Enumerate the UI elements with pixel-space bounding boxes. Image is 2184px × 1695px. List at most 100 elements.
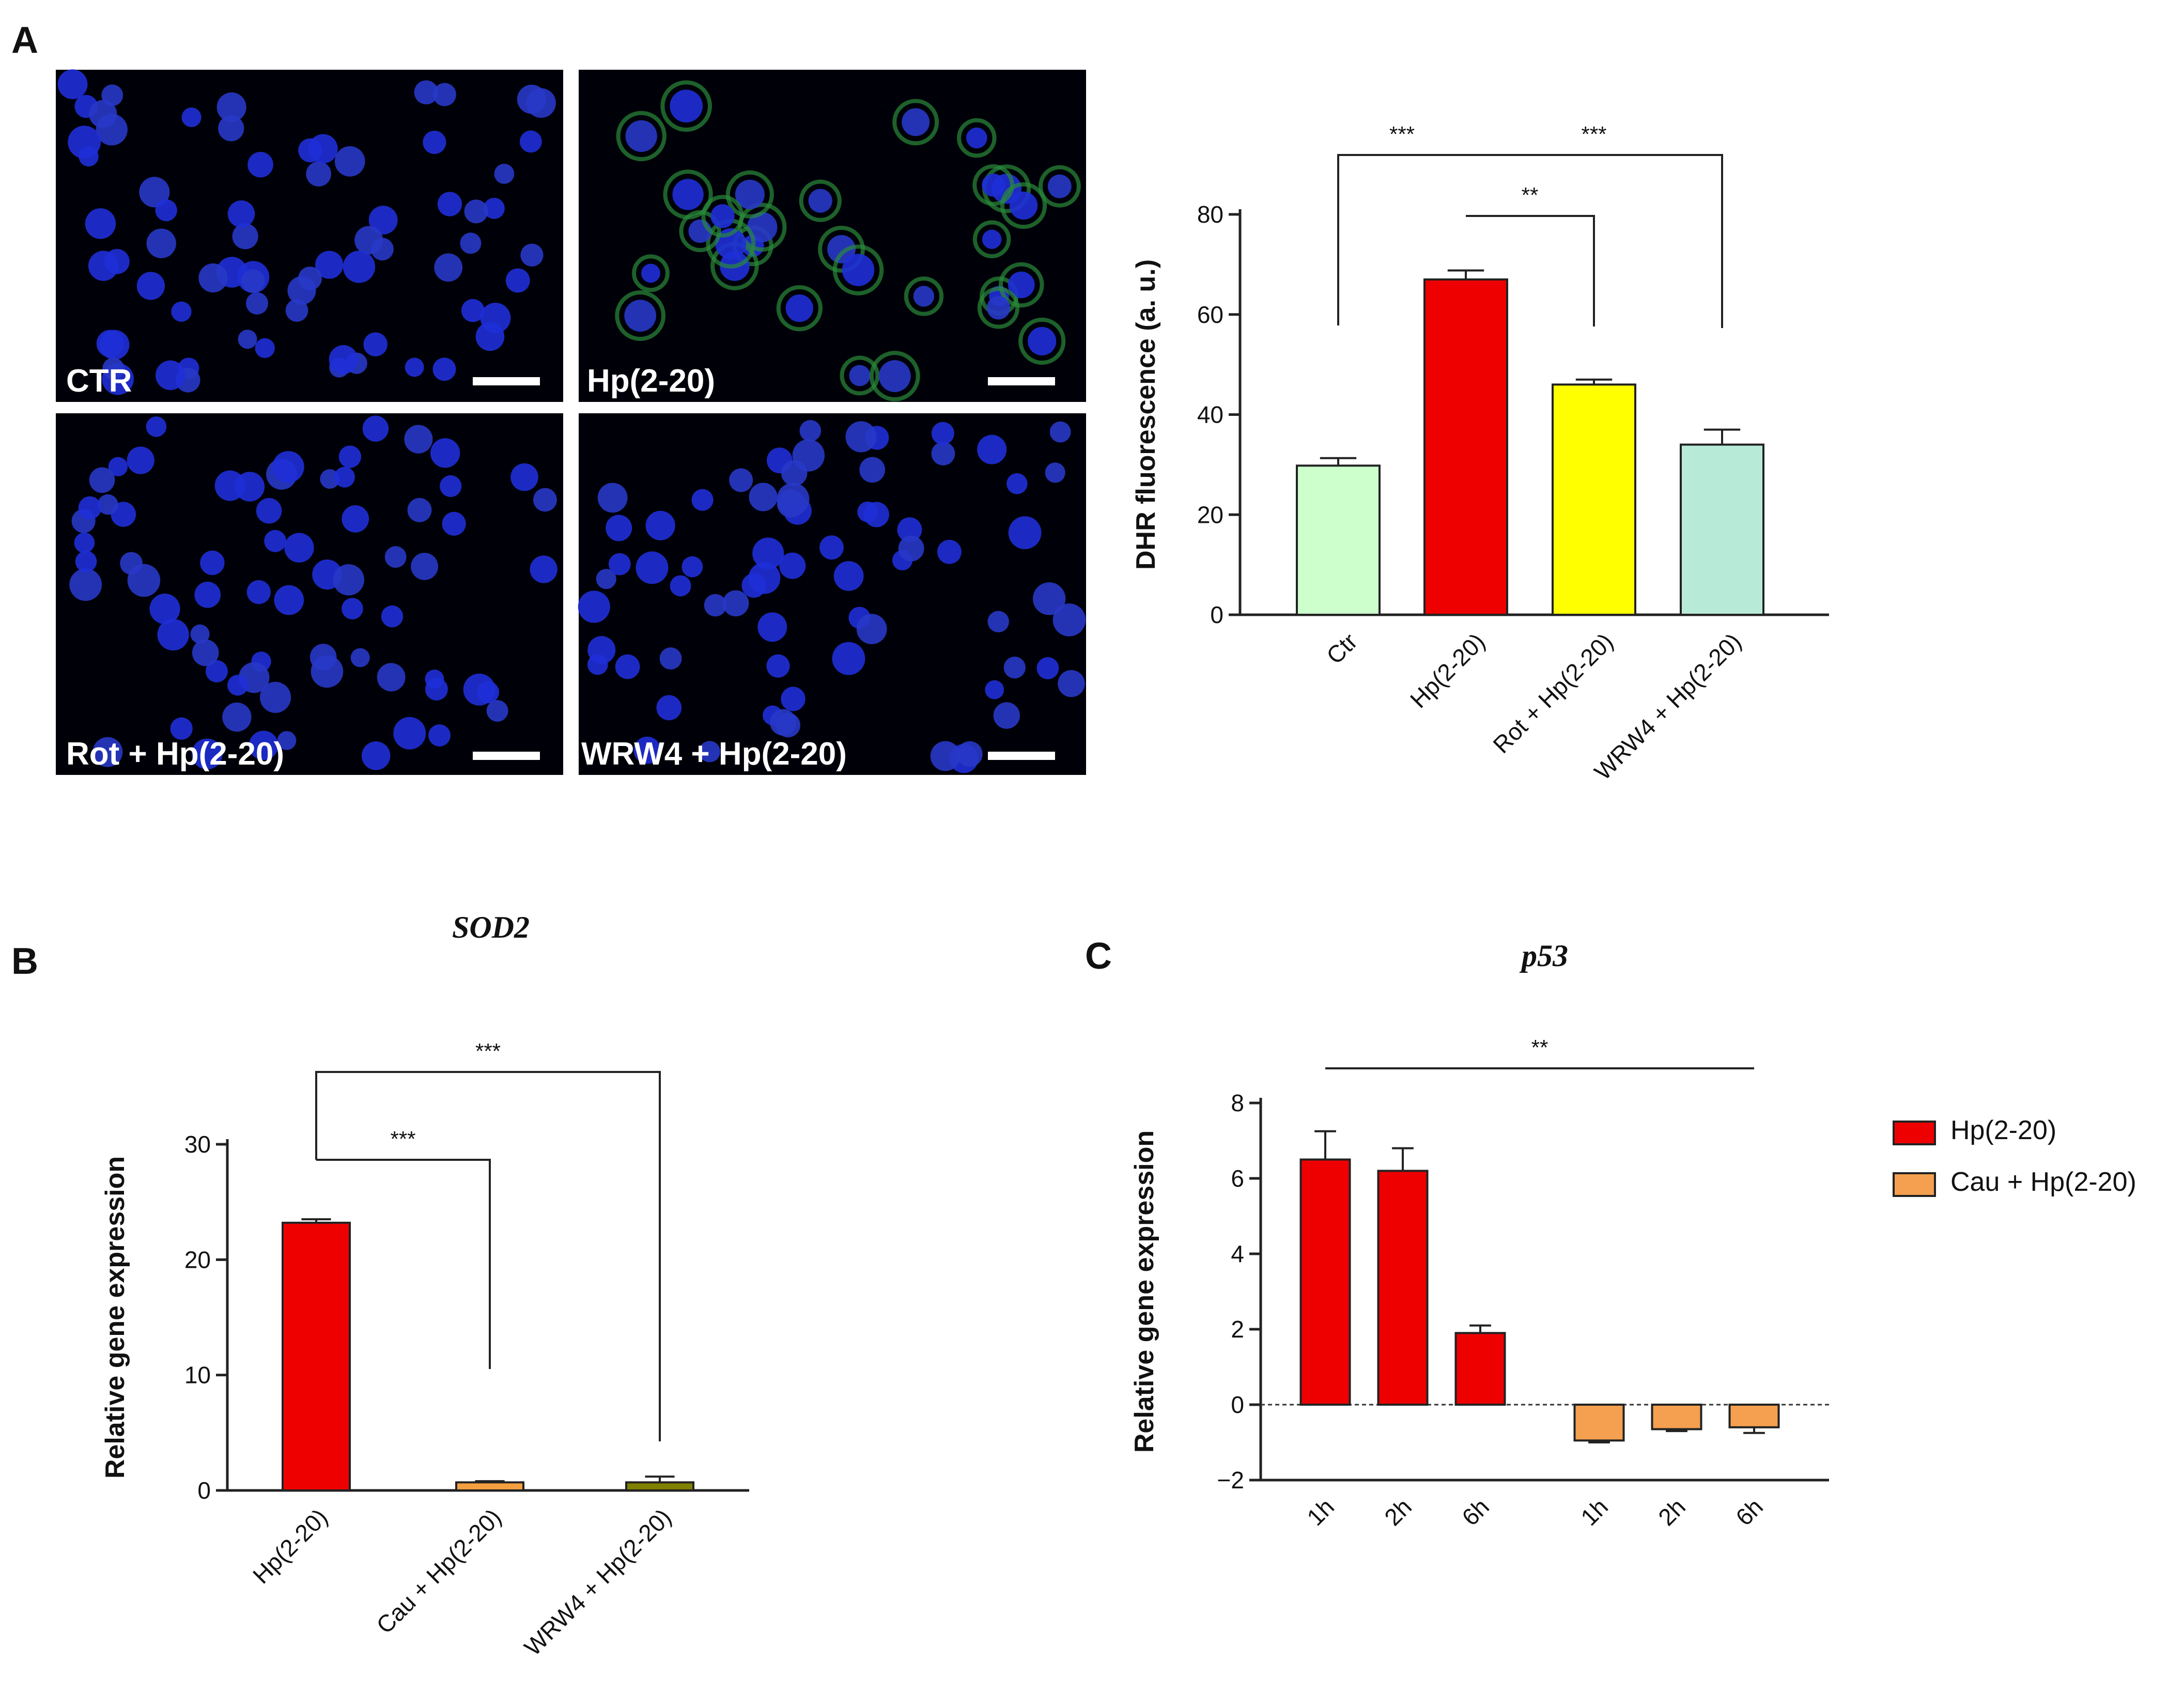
cell-nucleus	[98, 494, 118, 515]
y-tick-label: 0	[1210, 601, 1223, 628]
x-tick-label: 1h	[1575, 1493, 1613, 1531]
y-tick-label: 10	[184, 1362, 211, 1389]
cell-nucleus	[89, 467, 115, 493]
cell-nucleus	[722, 590, 749, 617]
x-tick-label: Hp(2-20)	[1405, 628, 1490, 713]
cell-membrane	[615, 290, 666, 341]
cell-nucleus	[1058, 670, 1085, 697]
cell-nucleus	[463, 673, 495, 706]
cell-nucleus	[966, 127, 987, 149]
cell-membrane	[840, 355, 880, 396]
cell-membrane	[679, 210, 721, 253]
micrograph-rot-hp: Rot + Hp(2-20)	[56, 413, 563, 775]
chart-sod2: 0 10 20 30 Relative gene expression SOD2 Hp(2-…	[100, 910, 749, 1661]
cell-nucleus	[139, 177, 170, 208]
panel-letter-b: B	[11, 941, 38, 982]
cell-nucleus	[625, 120, 657, 152]
x-tick-label: 1h	[1302, 1493, 1339, 1531]
cell-nucleus	[198, 263, 228, 293]
cell-nucleus	[624, 300, 657, 332]
cell-nucleus	[681, 556, 703, 578]
cell-nucleus	[191, 738, 223, 770]
cell-nucleus	[315, 251, 344, 279]
cell-nucleus	[246, 580, 271, 604]
significance-label: ***	[390, 1127, 415, 1151]
cell-nucleus	[377, 663, 406, 692]
cell-nucleus	[897, 517, 922, 542]
cell-nucleus	[475, 322, 505, 351]
micrograph-wrw4-hp: WRW4 + Hp(2-20)	[578, 413, 1086, 775]
cell-nucleus	[404, 425, 433, 454]
x-tick-label: Ctr	[1321, 628, 1362, 669]
cell-nucleus	[641, 263, 660, 283]
cell-nucleus	[710, 204, 735, 228]
chart-p53: −2 0 2 4 6 8 Relative gene expression p53 1h 2h 6h…	[1129, 939, 2136, 1531]
cell-nucleus	[747, 212, 778, 243]
cell-nucleus	[533, 488, 557, 512]
cell-membrane	[616, 111, 667, 162]
significance-bracket	[1466, 154, 1723, 328]
cell-nucleus	[931, 422, 954, 445]
cell-nucleus	[752, 537, 784, 569]
cell-nucleus	[520, 243, 544, 267]
cell-nucleus	[88, 251, 119, 281]
cell-nucleus	[982, 229, 1002, 249]
y-tick-label: 2	[1231, 1316, 1244, 1343]
cell-nucleus	[149, 593, 180, 625]
panel-letter-a: A	[11, 20, 38, 61]
cell-nucleus	[227, 675, 249, 696]
cell-nucleus	[993, 702, 1020, 729]
cell-nucleus	[222, 702, 252, 732]
cell-nucleus	[781, 687, 806, 711]
cell-nucleus	[735, 179, 765, 209]
cell-membrane	[998, 262, 1044, 308]
cell-nucleus	[977, 434, 1007, 464]
cell-nucleus	[986, 296, 1011, 320]
cell-membrane	[799, 179, 842, 222]
y-axis-title: Relative gene expression	[100, 1156, 130, 1479]
cell-membrane	[972, 220, 1011, 258]
cell-membrane	[892, 99, 939, 146]
cell-nucleus	[274, 585, 304, 615]
cell-nucleus	[205, 660, 228, 682]
cell-nucleus	[833, 561, 864, 591]
cell-nucleus	[414, 80, 439, 105]
cell-nucleus	[808, 189, 832, 213]
cell-nucleus	[155, 199, 177, 222]
cell-nucleus	[749, 483, 778, 511]
cell-nucleus	[1009, 191, 1038, 220]
cell-nucleus	[849, 365, 871, 386]
cell-nucleus	[483, 197, 505, 219]
scale-bar	[473, 377, 540, 385]
y-tick-label: 20	[1197, 501, 1223, 528]
cell-nucleus	[1032, 582, 1066, 615]
cell-nucleus	[108, 457, 128, 477]
x-tick-label: 2h	[1379, 1493, 1417, 1531]
cell-nucleus	[517, 84, 547, 114]
legend-label: Hp(2-20)	[1950, 1115, 2056, 1145]
cell-membrane	[701, 195, 744, 238]
cell-nucleus	[832, 642, 865, 675]
cell-nucleus	[425, 670, 444, 689]
cell-nucleus	[878, 360, 911, 392]
cell-nucleus	[757, 612, 787, 642]
cell-nucleus	[218, 115, 244, 142]
cell-nucleus	[306, 161, 332, 187]
cell-membrane	[1018, 317, 1066, 365]
cell-nucleus	[902, 108, 930, 136]
cell-nucleus	[69, 568, 102, 601]
chart-title: p53	[1519, 939, 1568, 973]
cell-nucleus	[670, 575, 691, 597]
cell-nucleus	[333, 564, 365, 596]
y-tick-label: 30	[184, 1131, 211, 1158]
cell-nucleus	[781, 460, 808, 486]
y-axis-title: Relative gene expression	[1129, 1130, 1159, 1453]
legend-label: Cau + Hp(2-20)	[1950, 1167, 2136, 1197]
bar	[455, 1481, 524, 1492]
cell-nucleus	[937, 539, 962, 564]
cell-nucleus	[987, 611, 1009, 633]
cell-nucleus	[729, 468, 753, 492]
cell-nucleus	[1006, 473, 1028, 494]
cell-nucleus	[1008, 271, 1035, 299]
cell-nucleus	[578, 590, 610, 623]
